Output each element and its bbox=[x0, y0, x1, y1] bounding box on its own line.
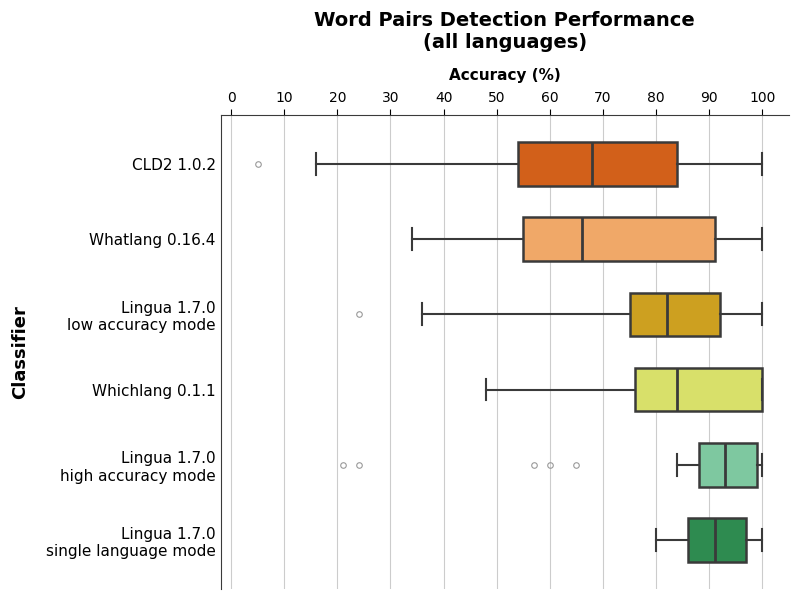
Title: Word Pairs Detection Performance
(all languages): Word Pairs Detection Performance (all la… bbox=[314, 11, 695, 52]
PathPatch shape bbox=[688, 518, 746, 562]
PathPatch shape bbox=[630, 293, 720, 336]
X-axis label: Accuracy (%): Accuracy (%) bbox=[449, 68, 561, 83]
PathPatch shape bbox=[518, 142, 678, 186]
Y-axis label: Classifier: Classifier bbox=[11, 305, 29, 399]
PathPatch shape bbox=[523, 217, 714, 261]
PathPatch shape bbox=[698, 443, 757, 487]
PathPatch shape bbox=[635, 368, 762, 412]
